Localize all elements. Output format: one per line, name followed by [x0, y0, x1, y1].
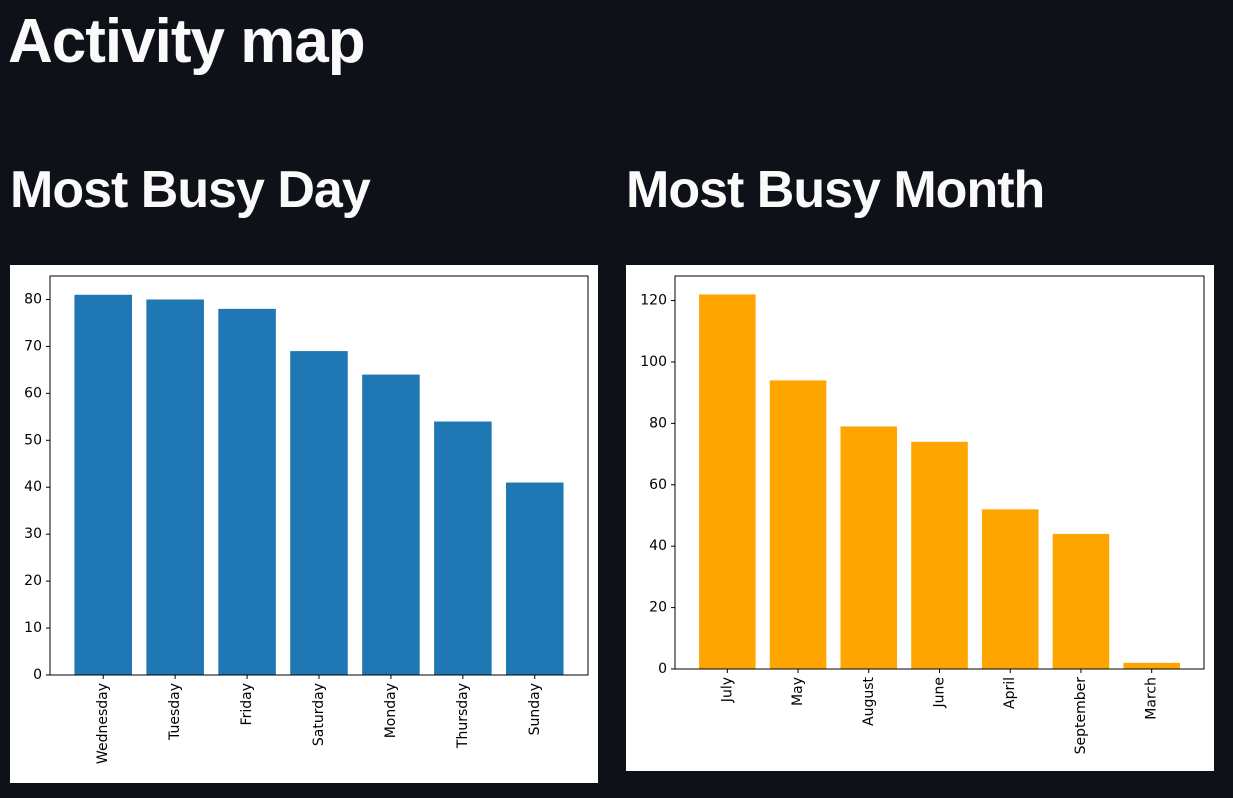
bar [911, 441, 968, 669]
y-tick-label: 80 [649, 415, 667, 431]
x-tick-label: July [719, 677, 735, 703]
bar [1123, 662, 1180, 669]
y-tick-label: 80 [24, 291, 42, 307]
plot-frame [674, 275, 1205, 670]
bar [290, 351, 348, 675]
plot-frame [49, 275, 589, 676]
bar [506, 482, 564, 675]
x-tick-label: June [932, 677, 948, 709]
bar [1052, 533, 1110, 669]
x-tick-label: Friday [239, 683, 255, 725]
page-title: Activity map [8, 7, 366, 76]
y-tick-label: 70 [24, 338, 42, 354]
x-tick-label: August [861, 676, 877, 726]
x-tick-label: Saturday [311, 683, 327, 746]
x-tick-label: Wednesday [95, 683, 111, 764]
y-tick-label: 20 [649, 600, 667, 616]
chart: July May August June April September March 0 20 4… [626, 265, 1214, 771]
x-tick-label: March [1144, 677, 1160, 720]
y-tick-label: 20 [24, 573, 42, 589]
bar [699, 294, 756, 669]
y-tick-label: 30 [24, 526, 42, 542]
y-tick-label: 100 [640, 354, 667, 370]
chart: Wednesday Tuesday Friday Saturday Monday Thur… [10, 265, 598, 783]
y-tick-label: 60 [649, 477, 667, 493]
bar [769, 380, 827, 669]
y-tick-label: 40 [649, 538, 667, 554]
y-tick-label: 10 [24, 620, 42, 636]
x-tick-label: April [1002, 677, 1018, 709]
y-tick-label: 60 [24, 385, 42, 401]
x-tick-label: Tuesday [167, 683, 183, 741]
x-tick-label: September [1073, 677, 1089, 755]
chart-heading: Most Busy Day [10, 161, 371, 219]
bar [74, 294, 132, 675]
y-tick-label: 0 [33, 667, 42, 683]
bar [218, 308, 276, 675]
x-tick-label: Sunday [527, 683, 543, 735]
y-tick-label: 50 [24, 432, 42, 448]
y-tick-label: 40 [24, 479, 42, 495]
bar [434, 421, 492, 675]
y-tick-label: 120 [640, 293, 667, 309]
bar [981, 509, 1039, 669]
bar [362, 374, 420, 675]
x-tick-label: May [790, 677, 806, 706]
bar [840, 426, 898, 669]
x-tick-label: Thursday [455, 683, 471, 749]
chart-heading: Most Busy Month [626, 161, 1045, 219]
bar [146, 299, 204, 675]
y-tick-label: 0 [658, 661, 667, 677]
x-tick-label: Monday [383, 683, 399, 738]
